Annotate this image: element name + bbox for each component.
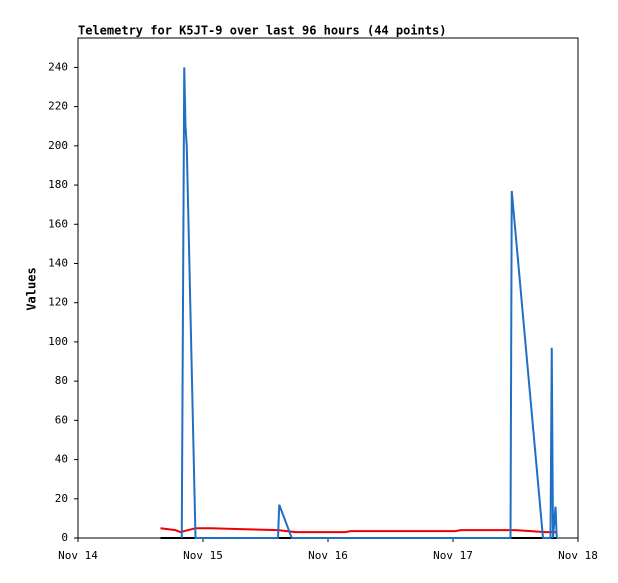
y-tick-label: 240 xyxy=(48,60,68,73)
x-tick-label: Nov 15 xyxy=(183,549,223,562)
series-line xyxy=(180,67,558,539)
y-tick-label: 140 xyxy=(48,256,68,269)
y-tick-label: 20 xyxy=(55,492,68,505)
y-tick-label: 0 xyxy=(61,531,68,544)
y-tick-label: 120 xyxy=(48,296,68,309)
y-tick-label: 200 xyxy=(48,139,68,152)
y-tick-label: 80 xyxy=(55,374,68,387)
y-tick-label: 180 xyxy=(48,178,68,191)
x-tick-label: Nov 16 xyxy=(308,549,348,562)
x-tick-label: Nov 14 xyxy=(58,549,98,562)
y-tick-label: 220 xyxy=(48,100,68,113)
y-axis-label: Values xyxy=(25,267,39,310)
chart-title: Telemetry for K5JT-9 over last 96 hours … xyxy=(78,24,446,38)
y-tick-label: 40 xyxy=(55,453,68,466)
x-tick-label: Nov 17 xyxy=(433,549,473,562)
y-tick-label: 100 xyxy=(48,335,68,348)
x-tick-label: Nov 18 xyxy=(558,549,598,562)
series-line xyxy=(160,527,557,534)
y-tick-label: 60 xyxy=(55,413,68,426)
y-tick-label: 160 xyxy=(48,217,68,230)
